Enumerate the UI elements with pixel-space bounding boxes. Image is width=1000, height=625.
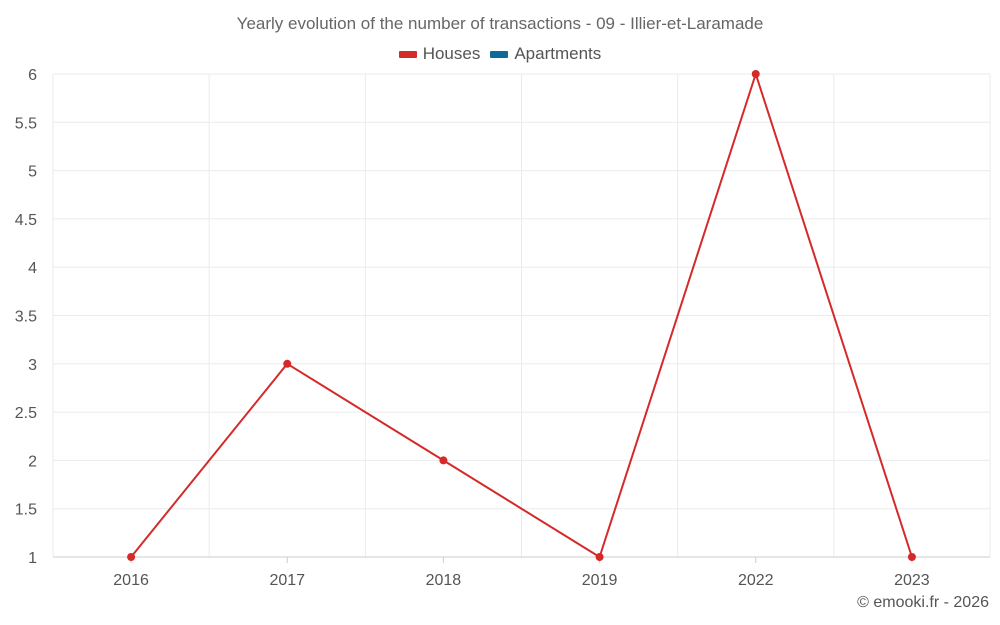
data-point-houses bbox=[127, 553, 136, 561]
y-tick-label: 4 bbox=[28, 260, 37, 277]
y-tick-label: 3.5 bbox=[15, 309, 37, 326]
data-point-houses bbox=[907, 553, 916, 561]
y-tick-label: 3 bbox=[28, 357, 37, 374]
data-point-houses bbox=[595, 553, 604, 561]
data-point-houses bbox=[439, 456, 448, 465]
y-tick-label: 1.5 bbox=[15, 502, 37, 519]
legend-swatch-apartments bbox=[490, 50, 509, 58]
data-point-houses bbox=[751, 70, 760, 78]
legend-swatch-houses bbox=[398, 50, 417, 58]
y-tick-label: 5.5 bbox=[15, 115, 37, 132]
x-tick-label: 2016 bbox=[113, 572, 149, 589]
legend-item-houses[interactable]: Houses bbox=[398, 44, 481, 64]
x-tick-label: 2017 bbox=[269, 572, 305, 589]
x-tick-label: 2018 bbox=[426, 572, 462, 589]
data-point-houses bbox=[283, 359, 292, 368]
y-tick-label: 6 bbox=[28, 67, 37, 84]
x-tick-label: 2019 bbox=[582, 572, 618, 589]
chart-title: Yearly evolution of the number of transa… bbox=[236, 14, 764, 33]
x-tick-label: 2023 bbox=[894, 572, 930, 589]
series-line-houses bbox=[130, 73, 913, 558]
y-tick-label: 5 bbox=[28, 164, 37, 181]
y-tick-label: 4.5 bbox=[15, 212, 37, 229]
y-tick-label: 2 bbox=[28, 453, 37, 470]
legend-label-houses: Houses bbox=[422, 44, 481, 63]
legend: Houses Apartments bbox=[0, 44, 1000, 64]
credit-text: © emooki.fr - 2026 bbox=[857, 594, 989, 611]
legend-label-apartments: Apartments bbox=[514, 44, 602, 63]
y-tick-label: 2.5 bbox=[15, 405, 37, 422]
y-tick-label: 1 bbox=[28, 550, 37, 567]
x-tick-label: 2022 bbox=[738, 572, 774, 589]
legend-item-apartments[interactable]: Apartments bbox=[490, 44, 601, 64]
